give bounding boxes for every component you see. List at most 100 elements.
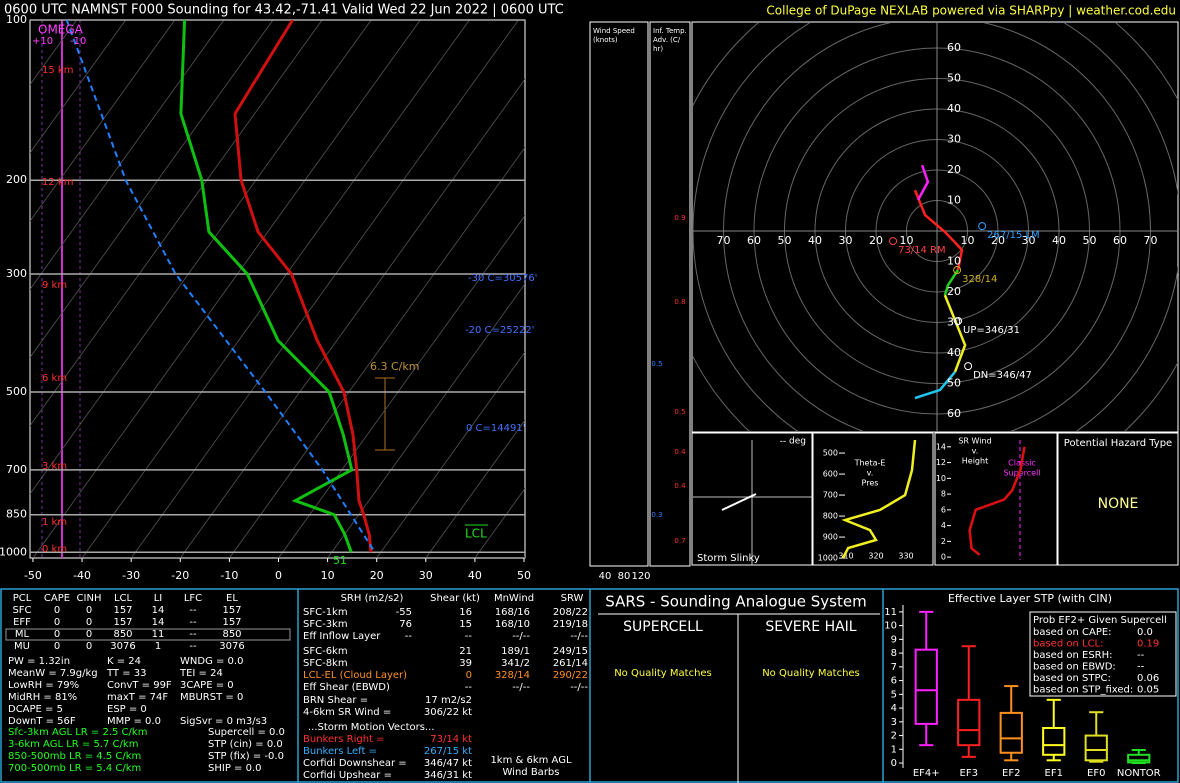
table-cell: 850 [222,629,241,640]
hodo-tick-label: 20 [991,234,1005,247]
note: 1km & 6km AGL [490,755,572,766]
table-header: PCL [13,593,32,604]
hodo-tick-label: 40 [1052,234,1066,247]
prob-box [1029,611,1177,697]
x-tick-label: -30 [122,569,140,582]
hodo-tick-label: 20 [947,285,961,298]
hodo-tick-label: 60 [947,407,961,420]
composite-index: Supercell = 0.0 [208,727,285,738]
table-cell: 346/31 kt [424,770,472,781]
y-tick-label: 3 [891,717,897,728]
y-tick-label: 200 [6,173,27,186]
x-tick-label: 50 [517,569,531,582]
tadv-label: 0.4 [674,448,686,456]
table-cell: 328/14 [495,670,530,681]
isotherm [376,351,525,558]
panel-title: Height [962,457,988,466]
table-cell: 168/16 [495,607,530,618]
y-tick-label: 2 [941,537,946,546]
y-tick-label: 12 [936,458,946,467]
table-cell: Eff Inflow Layer [303,631,381,642]
panel-title: SR Wind [958,437,991,446]
profile-line [65,20,376,553]
hodo-tick-label: 60 [747,234,761,247]
prob-cell: 0.19 [1137,639,1159,650]
hodo-tick-label: 40 [947,102,961,115]
marker-label: 267/15 LM [987,230,1040,241]
x-tick-label: EF0 [1087,768,1105,779]
table-cell: 0 [54,617,60,628]
table-cell: --/-- [512,631,530,642]
isotherm [179,78,525,558]
x-tick-label: EF2 [1002,768,1020,779]
x-tick-label: 80 [618,571,631,582]
table-cell: Eff Shear (EBWD) [303,682,390,693]
storm-marker [954,316,963,325]
table-cell: 208/22 [553,607,588,618]
lapse-bracket [375,377,395,451]
annotation: -10 [70,36,86,47]
box [1042,727,1066,756]
storm-marker [964,362,973,371]
x-tick-label: 40 [599,571,612,582]
isotherm [278,214,525,558]
table-cell: 189/1 [501,646,530,657]
panel-title: (knots) [593,36,618,44]
ml-highlight [5,628,291,641]
lapse-rate: 3-6km AGL LR = 5.7 C/km [8,739,138,750]
y-tick-label: 1 [891,744,897,755]
hodo-tick-label: 70 [717,234,731,247]
panel-title: v. [867,469,874,478]
table-cell: 15 [459,619,472,630]
prob-cell: based on EBWD: [1033,662,1116,673]
height-label: 6 km [42,373,67,384]
table-cell: 39 [459,658,472,669]
annotation: OMEGA [38,23,84,37]
table-cell: 219/18 [553,619,588,630]
credit: College of DuPage NEXLAB powered via SHA… [766,4,1176,18]
y-tick-label: 2 [891,731,897,742]
table-cell: --/-- [512,682,530,693]
hodo-tick-label: 50 [947,72,961,85]
y-tick-label: 700 [823,491,838,500]
table-cell: 157 [113,605,132,616]
y-tick-label: 9 [891,634,897,645]
table-cell: 261/14 [553,658,588,669]
profile-line [179,20,354,553]
annotation: 6.3 C/km [370,360,419,373]
table-cell: 850 [113,629,132,640]
hodo-tick-label: 30 [947,133,961,146]
table-header: LI [154,593,163,604]
hodo-tick-label: 50 [778,234,792,247]
y-tick-label: 850 [6,508,27,521]
y-tick-label: 14 [936,442,946,451]
table-cell: 17 m2/s2 [425,695,472,706]
x-tick-label: 310 [838,552,853,561]
prob-cell: 0.06 [1137,673,1159,684]
table-header: LCL [114,593,133,604]
annotation: LCL [465,527,487,541]
hodo-tick-label: 10 [947,194,961,207]
table-header: CINH [77,593,102,604]
sars-dividers [598,613,880,783]
hodo-tick-label: 60 [1113,234,1127,247]
panel-title: SARS - Sounding Analogue System [605,593,866,611]
table-cell: SFC-6km [303,646,348,657]
x-tick-label: 330 [898,552,913,561]
y-tick-label: 100 [6,13,27,26]
table-cell: -- [189,641,197,652]
y-tick-label: 5 [891,689,897,700]
isotherm [30,20,274,359]
hodo-line [943,294,967,373]
height-label: 15 km [42,65,73,76]
y-tick-label: 300 [6,267,27,280]
table-cell: 14 [152,617,165,628]
table-cell: 346/47 kt [424,758,472,769]
x-tick-label: 20 [370,569,384,582]
height-label: 0 km [42,544,67,555]
prob-cell: 0.05 [1137,685,1159,696]
height-label: 1 km [42,517,67,528]
table-cell: LCL-EL (Cloud Layer) [303,670,407,681]
index-value: MBURST = 0 [180,692,243,703]
table-header: Shear (kt) [430,593,480,604]
